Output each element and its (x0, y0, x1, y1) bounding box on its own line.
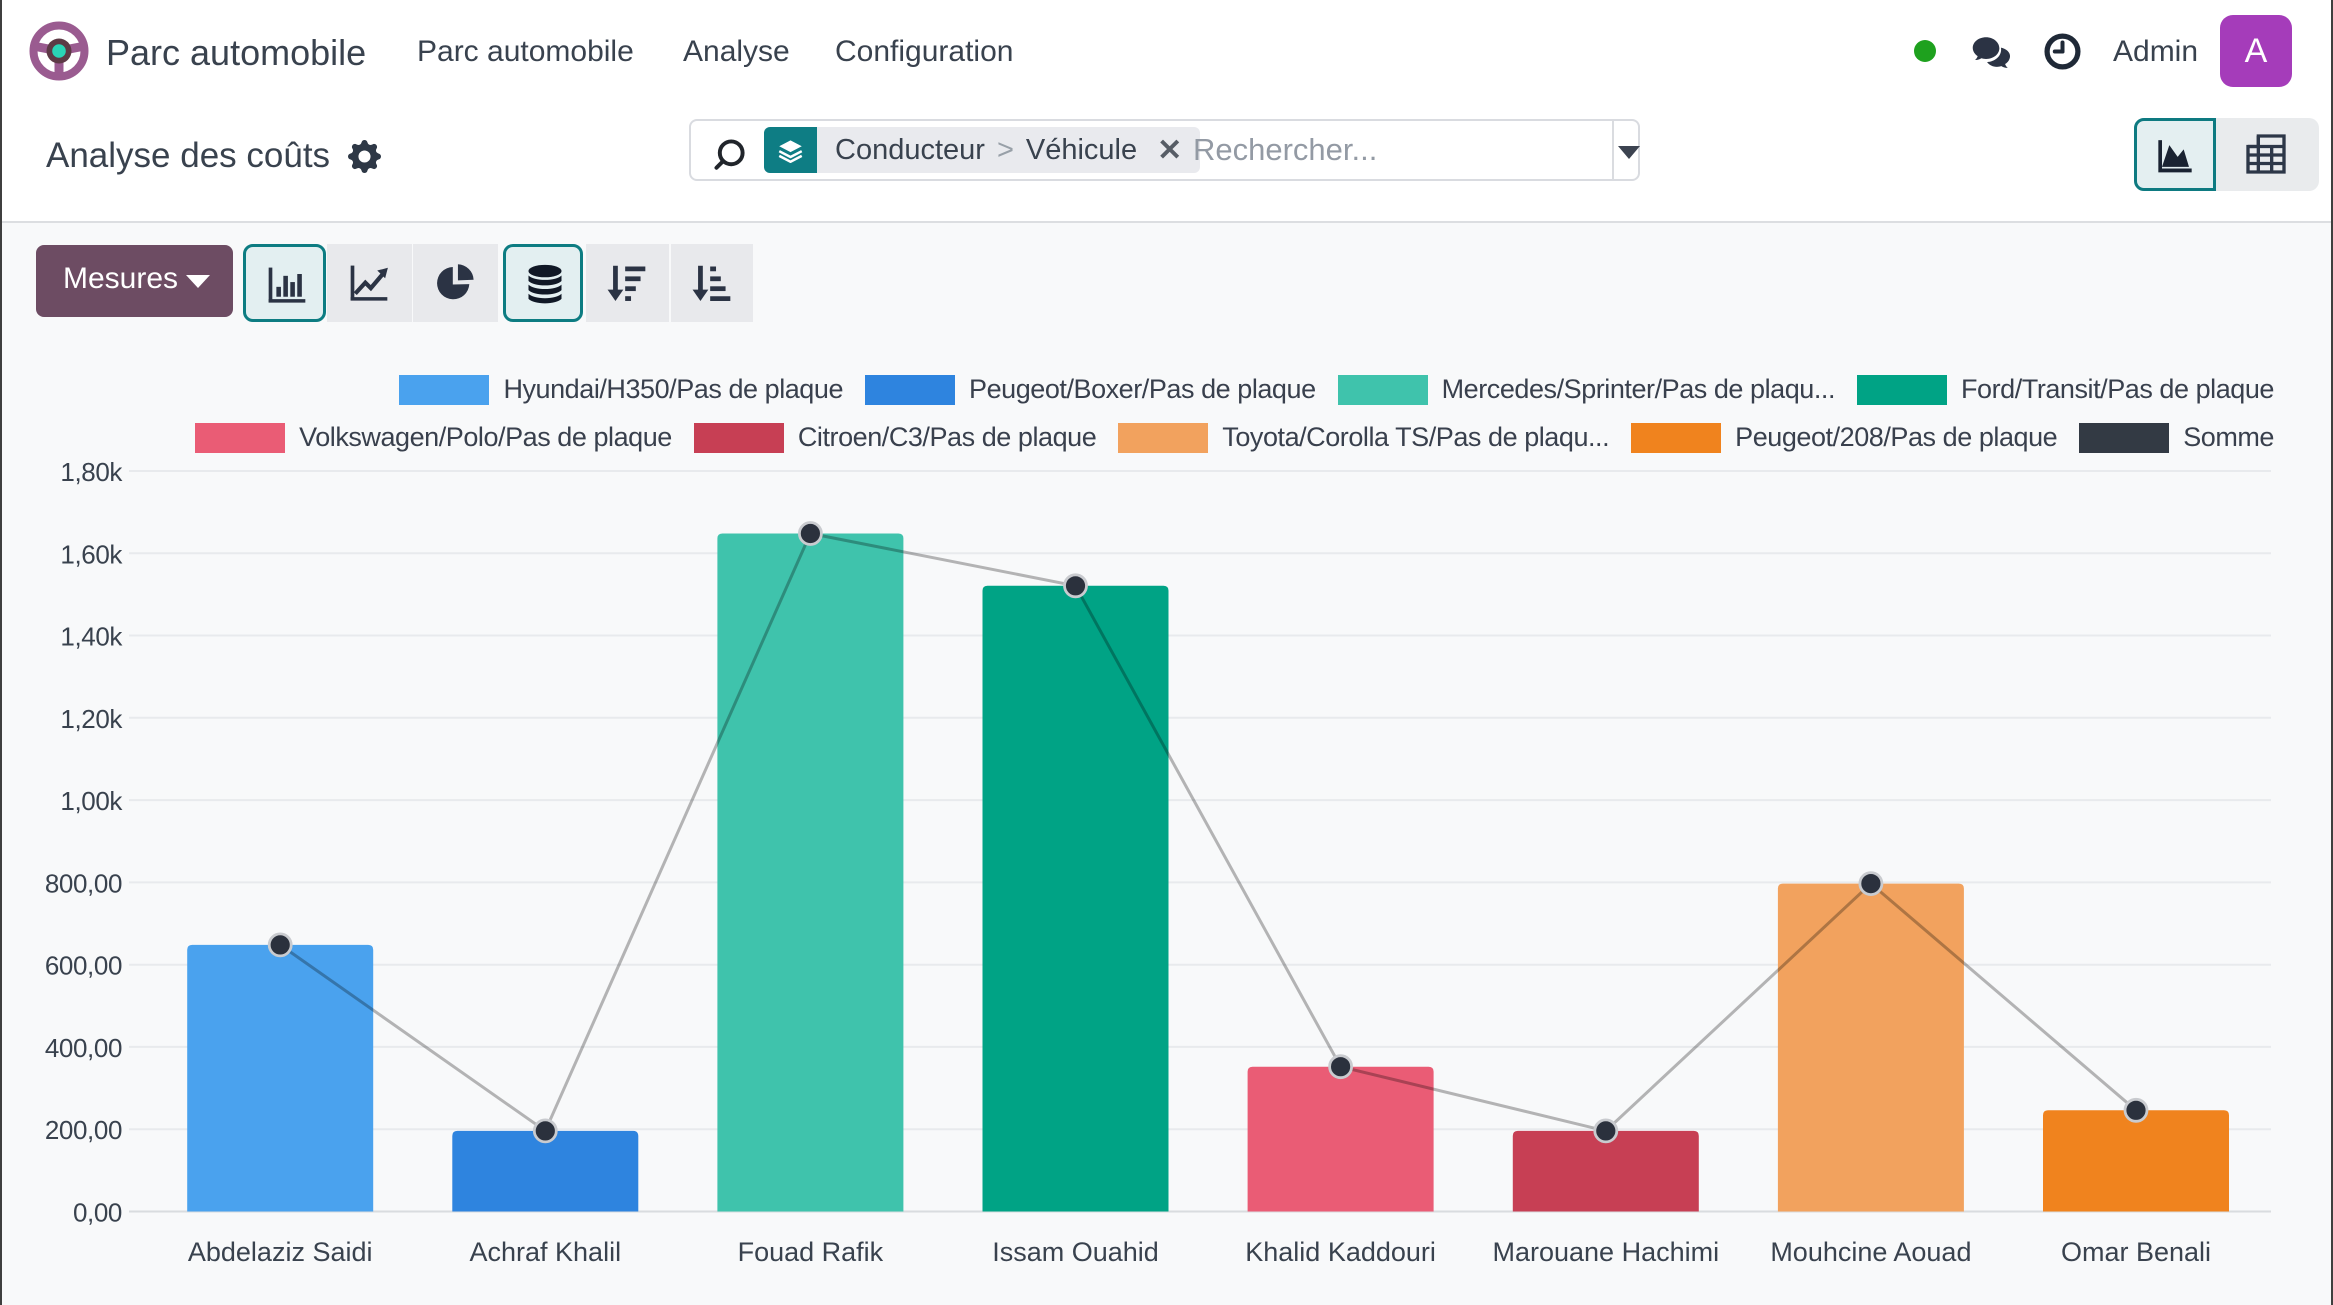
svg-text:1,20k: 1,20k (60, 704, 123, 734)
svg-text:Issam Ouahid: Issam Ouahid (992, 1237, 1159, 1267)
svg-text:1,80k: 1,80k (60, 457, 123, 487)
svg-text:800,00: 800,00 (45, 868, 122, 898)
svg-text:Abdelaziz Saidi: Abdelaziz Saidi (188, 1237, 373, 1267)
svg-text:1,60k: 1,60k (60, 539, 123, 569)
svg-text:400,00: 400,00 (45, 1033, 122, 1063)
svg-text:0,00: 0,00 (73, 1198, 122, 1228)
svg-text:Omar Benali: Omar Benali (2061, 1237, 2211, 1267)
svg-text:Khalid Kaddouri: Khalid Kaddouri (1245, 1237, 1436, 1267)
svg-text:Mouhcine Aouad: Mouhcine Aouad (1770, 1237, 1971, 1267)
svg-text:Achraf Khalil: Achraf Khalil (470, 1237, 622, 1267)
svg-text:1,00k: 1,00k (60, 786, 123, 816)
svg-text:200,00: 200,00 (45, 1115, 122, 1145)
svg-text:Fouad Rafik: Fouad Rafik (738, 1237, 884, 1267)
svg-text:600,00: 600,00 (45, 951, 122, 981)
svg-text:1,40k: 1,40k (60, 622, 123, 652)
svg-text:Marouane Hachimi: Marouane Hachimi (1492, 1237, 1719, 1267)
